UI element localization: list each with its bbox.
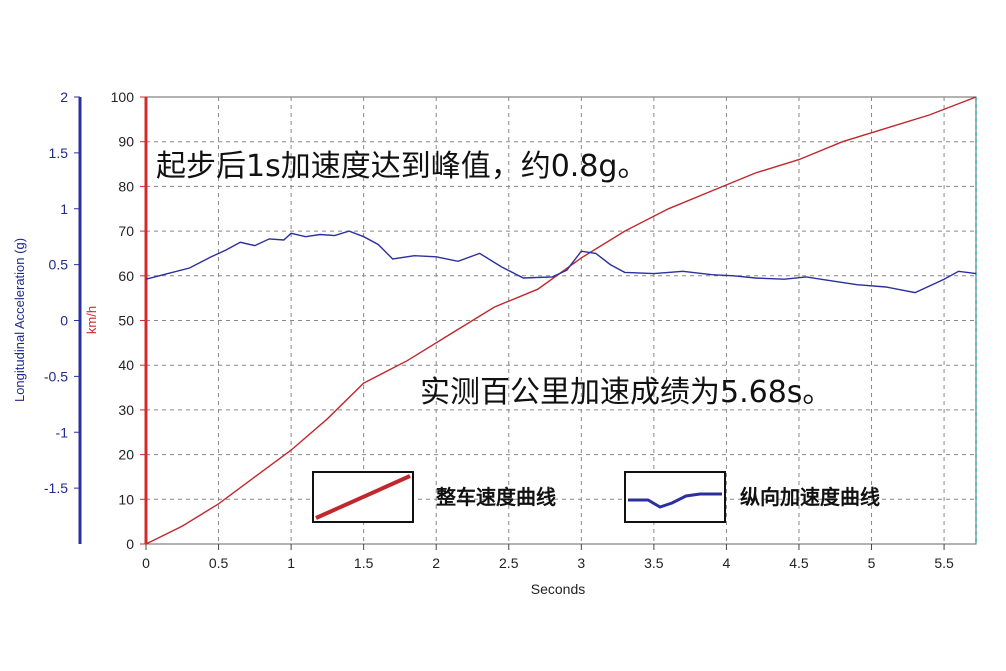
- x-axis-ticks: 0 0.5 1 1.5 2 2.5 3 3.5 4 4.5 5 5.5: [142, 544, 954, 571]
- series-line-acceleration: [145, 230, 977, 294]
- left-tick-label: 2: [60, 89, 68, 105]
- x-tick-label: 4.5: [789, 555, 809, 571]
- x-tick-label: 0.5: [209, 555, 229, 571]
- speed-tick-label: 0: [126, 536, 134, 552]
- annotation-result: 实测百公里加速成绩为5.68s。: [420, 375, 832, 410]
- legend: 整车速度曲线 纵向加速度曲线: [312, 471, 880, 523]
- grid-lines: [146, 97, 976, 544]
- speed-tick-label: 20: [118, 447, 134, 463]
- left-tick-label: 1: [60, 201, 68, 217]
- series-line-speed: [145, 96, 977, 545]
- x-tick-label: 2.5: [499, 555, 519, 571]
- x-tick-label: 3.5: [644, 555, 664, 571]
- legend-line-acceleration: [628, 492, 722, 509]
- x-tick-label: 1: [287, 555, 295, 571]
- left-tick-label: -1.5: [44, 480, 68, 496]
- left-tick-label: 0: [60, 313, 68, 329]
- left-axis-label: Longitudinal Acceleration (g): [12, 238, 27, 402]
- x-tick-label: 1.5: [354, 555, 374, 571]
- speed-tick-label: 90: [118, 134, 134, 150]
- annotation-peak: 起步后1s加速度达到峰值，约0.8g。: [156, 149, 647, 184]
- legend-line-speed: [315, 474, 411, 520]
- x-tick-label: 0: [142, 555, 150, 571]
- left-tick-label: 0.5: [49, 257, 69, 273]
- speed-tick-label: 10: [118, 491, 134, 507]
- speed-tick-label: 80: [118, 178, 134, 194]
- speed-tick-label: 30: [118, 402, 134, 418]
- speed-tick-label: 100: [111, 89, 135, 105]
- left-tick-label: -0.5: [44, 368, 68, 384]
- x-axis-label: Seconds: [531, 581, 585, 597]
- x-tick-label: 2: [432, 555, 440, 571]
- x-tick-label: 3: [577, 555, 585, 571]
- x-tick-label: 5: [868, 555, 876, 571]
- speed-axis-label: km/h: [84, 306, 99, 334]
- speed-tick-label: 60: [118, 268, 134, 284]
- left-tick-label: -1: [56, 424, 69, 440]
- speed-tick-label: 40: [118, 357, 134, 373]
- x-tick-label: 4: [723, 555, 731, 571]
- legend-label-speed: 整车速度曲线: [435, 485, 556, 509]
- legend-label-acceleration: 纵向加速度曲线: [740, 485, 880, 509]
- left-axis-ticks: 2 1.5 1 0.5 0 -0.5 -1 -1.5: [44, 89, 80, 496]
- left-tick-label: 1.5: [49, 145, 69, 161]
- speed-tick-label: 50: [118, 313, 134, 329]
- legend-swatch-acceleration: [624, 471, 726, 523]
- x-tick-label: 5.5: [934, 555, 954, 571]
- speed-tick-label: 70: [118, 223, 134, 239]
